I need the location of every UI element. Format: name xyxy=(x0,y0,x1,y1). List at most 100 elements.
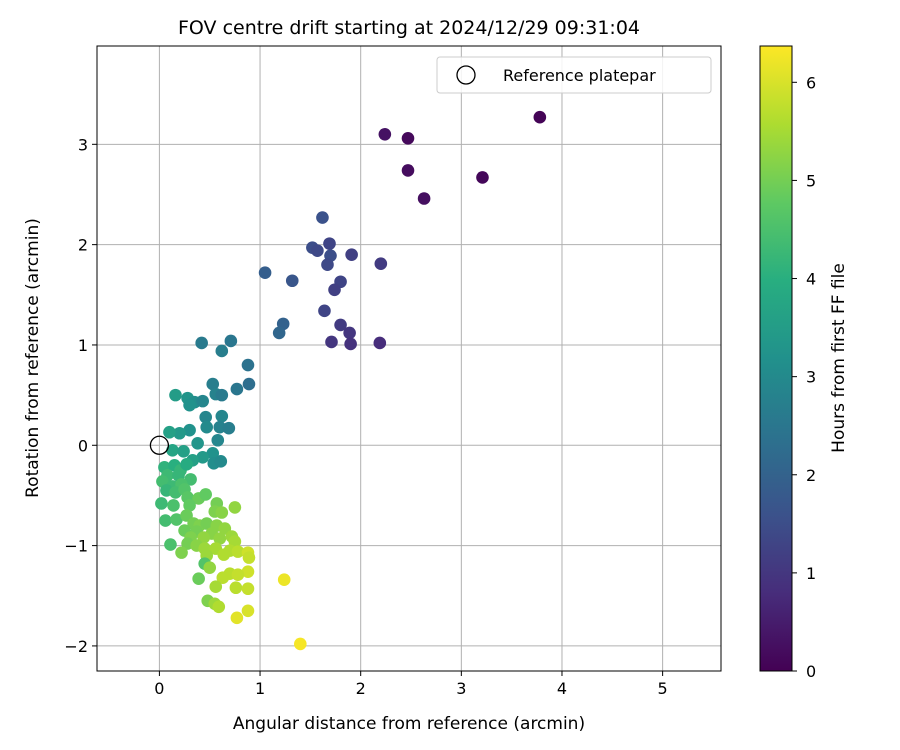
data-point xyxy=(328,283,341,297)
data-point xyxy=(173,426,186,440)
data-point xyxy=(164,538,177,551)
data-point xyxy=(206,447,220,460)
data-point xyxy=(159,514,172,527)
colorbar-tick-label: 6 xyxy=(806,73,816,92)
grid xyxy=(97,46,721,671)
legend: Reference platepar xyxy=(436,56,712,94)
data-point xyxy=(230,611,244,625)
data-point xyxy=(230,382,244,396)
data-point xyxy=(316,211,329,224)
data-point xyxy=(175,546,188,559)
data-point xyxy=(196,451,209,464)
data-point xyxy=(345,248,358,261)
data-point xyxy=(222,421,236,435)
data-point xyxy=(325,335,338,349)
data-point xyxy=(199,488,212,501)
data-point xyxy=(285,274,299,288)
data-point xyxy=(323,237,336,250)
x-tick-label: 5 xyxy=(658,679,668,698)
colorbar-tick-label: 0 xyxy=(806,662,816,681)
chart-title: FOV centre drift starting at 2024/12/29 … xyxy=(178,17,640,39)
colorbar-ticks: 0 1 2 3 4 5 6 xyxy=(792,73,816,681)
data-point xyxy=(215,506,229,519)
data-point xyxy=(214,455,228,468)
data-point xyxy=(166,443,179,457)
data-points xyxy=(155,110,547,651)
data-point xyxy=(209,580,223,594)
x-axis-ticks: 0 1 2 3 4 5 xyxy=(154,671,668,698)
x-tick-label: 4 xyxy=(557,679,567,698)
data-point xyxy=(215,409,229,423)
data-point xyxy=(258,266,272,280)
data-point xyxy=(213,532,227,545)
y-tick-label: 2 xyxy=(78,236,88,255)
data-point xyxy=(170,513,183,526)
data-point xyxy=(200,420,214,434)
data-point xyxy=(533,110,547,124)
data-point xyxy=(231,568,245,581)
data-point xyxy=(378,127,392,141)
colorbar-label: Hours from first FF file xyxy=(829,263,849,453)
data-point xyxy=(318,304,331,318)
data-point xyxy=(183,499,196,512)
y-axis-label: Rotation from reference (arcmin) xyxy=(23,218,43,498)
legend-marker xyxy=(456,65,476,85)
data-point xyxy=(167,499,180,512)
y-tick-label: −1 xyxy=(64,537,88,556)
x-tick-label: 2 xyxy=(356,679,366,698)
data-point xyxy=(163,425,176,439)
data-point xyxy=(343,326,356,340)
data-point xyxy=(241,604,255,618)
data-point xyxy=(215,388,229,402)
data-point xyxy=(476,171,489,184)
data-point xyxy=(241,358,255,372)
data-point xyxy=(401,131,415,145)
legend-entry: Reference platepar xyxy=(503,66,656,85)
reference-platepar-marker xyxy=(149,435,170,455)
data-point xyxy=(229,581,243,595)
x-tick-label: 1 xyxy=(255,679,265,698)
data-point xyxy=(334,318,347,332)
data-point xyxy=(199,410,212,424)
data-point xyxy=(241,565,255,578)
colorbar-tick-label: 1 xyxy=(806,564,816,583)
colorbar: 0 1 2 3 4 5 6 Hours from first FF file xyxy=(759,45,849,681)
colorbar-gradient xyxy=(759,45,793,672)
data-point xyxy=(344,337,357,351)
data-point xyxy=(211,433,225,447)
data-point xyxy=(195,336,208,350)
data-point xyxy=(272,326,286,340)
data-point xyxy=(215,344,229,358)
data-point xyxy=(206,377,220,391)
data-point xyxy=(216,571,230,585)
data-point xyxy=(212,600,226,614)
data-point xyxy=(200,517,214,530)
data-point xyxy=(242,551,256,564)
y-tick-label: 1 xyxy=(78,336,88,355)
data-point xyxy=(224,334,238,348)
colorbar-tick-label: 2 xyxy=(806,466,816,485)
data-point xyxy=(311,244,324,257)
data-point xyxy=(321,258,334,271)
data-point xyxy=(228,501,242,514)
data-point xyxy=(177,444,190,458)
data-point xyxy=(183,423,196,437)
y-axis-ticks: −2 −1 0 1 2 3 xyxy=(64,135,97,656)
data-point xyxy=(294,637,307,651)
x-axis-label: Angular distance from reference (arcmin) xyxy=(233,714,585,734)
data-point xyxy=(417,192,431,205)
y-tick-label: 0 xyxy=(78,436,88,455)
legend-box xyxy=(436,56,712,94)
colorbar-tick-label: 4 xyxy=(806,270,816,289)
data-point xyxy=(374,257,388,270)
plot-frame xyxy=(96,45,722,672)
colorbar-tick-label: 5 xyxy=(806,171,816,190)
data-point xyxy=(196,394,209,408)
colorbar-tick-label: 3 xyxy=(806,368,816,387)
data-point xyxy=(373,336,387,350)
data-point xyxy=(203,561,217,574)
data-point xyxy=(277,573,291,587)
data-point xyxy=(242,377,256,391)
data-point xyxy=(231,545,245,558)
